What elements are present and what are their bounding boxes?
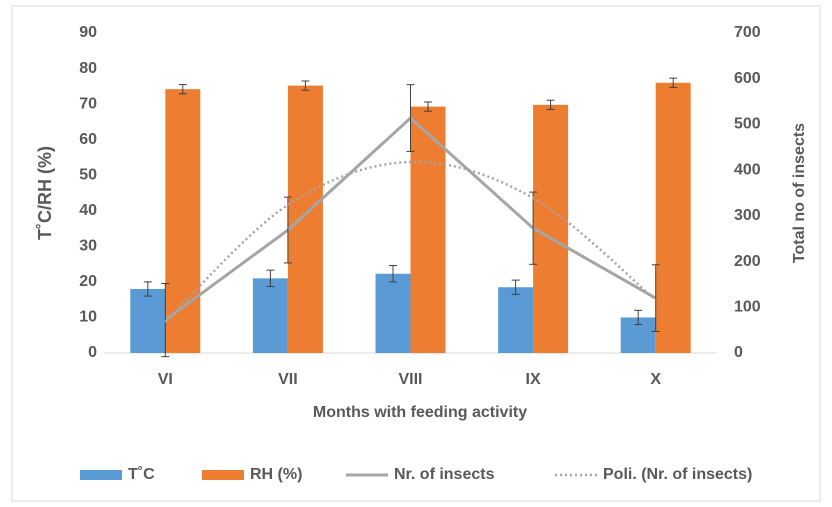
x-tick-label: VII xyxy=(278,371,298,388)
error-bar xyxy=(178,84,187,95)
y-tick-label: 20 xyxy=(79,273,97,290)
bar xyxy=(498,287,534,353)
legend-swatch xyxy=(80,470,122,480)
y2-tick-label: 300 xyxy=(734,207,761,224)
y2-tick-label: 500 xyxy=(734,116,761,133)
bar xyxy=(287,85,323,353)
bar xyxy=(130,289,166,353)
legend-label: RH (%) xyxy=(250,466,302,483)
y-tick-label: 0 xyxy=(88,344,97,361)
y-tick-label: 40 xyxy=(79,202,97,219)
error-bar xyxy=(529,191,538,265)
bar xyxy=(252,278,288,353)
error-bar xyxy=(651,264,660,333)
legend-label: T˚C xyxy=(128,466,155,483)
bar xyxy=(533,104,569,353)
y-tick-label: 90 xyxy=(79,24,97,41)
error-bar xyxy=(511,279,520,295)
trendline xyxy=(164,160,657,323)
error-bar xyxy=(546,99,555,110)
legend-label: Nr. of insects xyxy=(394,466,495,483)
legend-label: Poli. (Nr. of insects) xyxy=(603,466,752,483)
error-bar xyxy=(669,77,678,88)
y-tick-label: 80 xyxy=(79,60,97,77)
legend-swatch xyxy=(202,470,244,480)
y-axis-title: T˚C/RH (%) xyxy=(35,146,55,240)
y-tick-label: 30 xyxy=(79,238,97,255)
error-bar xyxy=(389,265,397,283)
error-bar xyxy=(406,84,415,152)
y2-tick-label: 400 xyxy=(734,161,761,178)
y-tick-label: 10 xyxy=(79,309,97,326)
error-bar xyxy=(301,80,310,91)
y2-tick-label: 700 xyxy=(734,24,761,41)
error-bar xyxy=(161,283,170,358)
error-bar xyxy=(634,309,643,326)
y2-tick-label: 200 xyxy=(734,253,761,270)
x-axis-title: Months with feeding activity xyxy=(313,404,527,421)
chart-border xyxy=(11,5,821,502)
error-bar xyxy=(266,269,275,288)
x-tick-label: VIII xyxy=(398,371,422,388)
x-tick-label: IX xyxy=(526,371,541,388)
y-tick-label: 50 xyxy=(79,166,97,183)
bar xyxy=(375,273,411,353)
error-bar xyxy=(424,101,432,112)
y-tick-label: 70 xyxy=(79,95,97,112)
y2-tick-label: 100 xyxy=(734,299,761,316)
error-bar xyxy=(283,196,292,264)
x-tick-label: VI xyxy=(158,371,173,388)
y2-tick-label: 0 xyxy=(734,344,743,361)
error-bar xyxy=(143,281,152,297)
bar xyxy=(410,106,446,353)
y-tick-label: 60 xyxy=(79,131,97,148)
bar xyxy=(655,82,691,354)
bar xyxy=(165,89,201,353)
x-tick-label: X xyxy=(650,371,661,388)
y2-tick-label: 600 xyxy=(734,70,761,87)
y2-axis-title: Total no of insects xyxy=(791,123,808,263)
